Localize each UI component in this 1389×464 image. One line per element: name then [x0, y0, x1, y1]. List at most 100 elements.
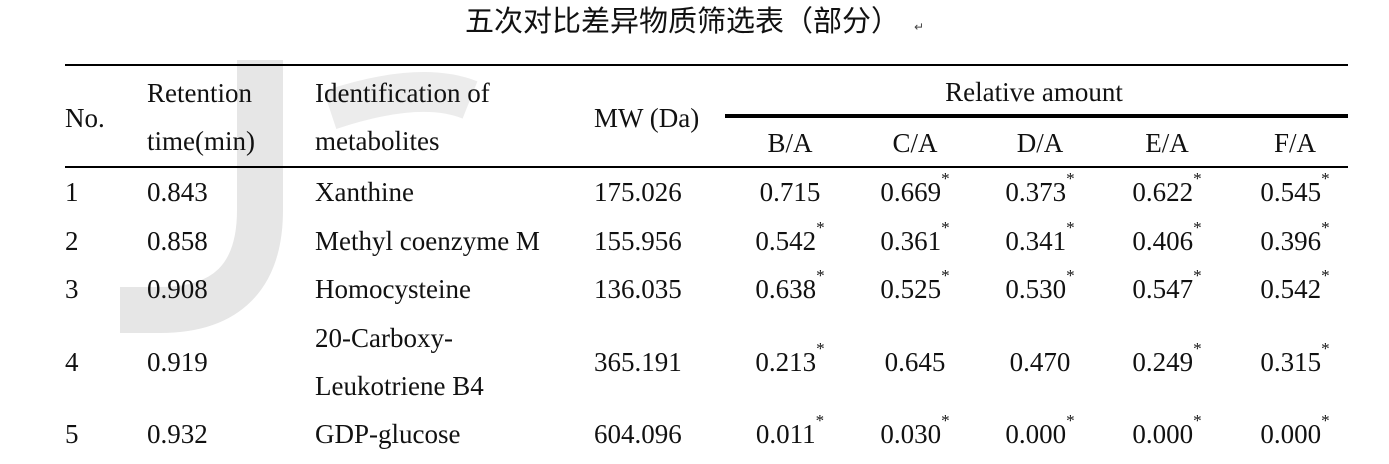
ratio-value: 0.542 [755, 226, 817, 256]
ratio-value: 0.406 [1132, 226, 1194, 256]
significance-mark: * [1193, 339, 1202, 358]
ratio-value: 0.470 [1009, 347, 1071, 377]
header-retention: Retention [147, 78, 252, 108]
cell-name: Leukotriene B4 [315, 371, 484, 401]
ratio-value: 0.669 [880, 177, 942, 207]
significance-mark: * [1321, 266, 1330, 285]
significance-mark: * [1193, 411, 1202, 430]
paragraph-mark: ↵ [913, 20, 925, 34]
cell-ratio: 0.249* [1132, 338, 1201, 386]
cell-ratio: 0.011* [756, 410, 824, 458]
ratio-value: 0.542 [1260, 274, 1322, 304]
cell-no: 1 [65, 177, 79, 207]
cell-ratio: 0.622* [1132, 168, 1201, 216]
cell-ratio: 0.669* [880, 168, 949, 216]
header-ratio: E/A [1145, 128, 1189, 158]
cell-mw: 155.956 [594, 226, 682, 256]
header-ratio: F/A [1273, 128, 1317, 158]
significance-mark: * [1193, 266, 1202, 285]
header-mw: MW (Da) [594, 103, 700, 133]
significance-mark: * [1193, 169, 1202, 188]
cell-ratio: 0.000* [1005, 410, 1074, 458]
significance-mark: * [1066, 218, 1075, 237]
cell-ratio: 0.000* [1260, 410, 1329, 458]
significance-mark: * [816, 266, 825, 285]
cell-retention: 0.932 [147, 419, 208, 449]
cell-ratio: 0.542* [1260, 265, 1329, 313]
ratio-value: 0.396 [1260, 226, 1322, 256]
cell-ratio: 0.406* [1132, 217, 1201, 265]
cell-ratio: 0.545* [1260, 168, 1329, 216]
title-text: 五次对比差异物质筛选表（部分） [464, 4, 900, 38]
cell-name: Xanthine [315, 177, 414, 207]
significance-mark: * [941, 266, 950, 285]
significance-mark: * [941, 218, 950, 237]
cell-ratio: 0.638* [755, 265, 824, 313]
cell-no: 2 [65, 226, 79, 256]
cell-retention: 0.858 [147, 226, 208, 256]
cell-name: Methyl coenzyme M [315, 226, 540, 256]
header-relative: Relative amount [945, 77, 1123, 107]
significance-mark: * [1321, 339, 1330, 358]
cell-name: Homocysteine [315, 274, 471, 304]
ratio-value: 0.525 [880, 274, 942, 304]
ratio-value: 0.645 [884, 347, 946, 377]
significance-mark: * [1066, 411, 1075, 430]
ratio-value: 0.000 [1132, 419, 1194, 449]
cell-ratio: 0.361* [880, 217, 949, 265]
ratio-value: 0.622 [1132, 177, 1194, 207]
header-ratio: B/A [767, 128, 813, 158]
cell-ratio: 0.645 [885, 338, 946, 386]
cell-ratio: 0.000* [1132, 410, 1201, 458]
ratio-value: 0.547 [1132, 274, 1194, 304]
header-rule [65, 166, 1348, 168]
cell-ratio: 0.396* [1260, 217, 1329, 265]
cell-ratio: 0.315* [1260, 338, 1329, 386]
significance-mark: * [816, 339, 825, 358]
top-rule [65, 64, 1348, 66]
watermark [120, 60, 478, 333]
ratio-value: 0.530 [1005, 274, 1067, 304]
ratio-value: 0.011 [755, 419, 816, 449]
significance-mark: * [1321, 169, 1330, 188]
cell-ratio: 0.530* [1005, 265, 1074, 313]
cell-ratio: 0.547* [1132, 265, 1201, 313]
ratio-value: 0.341 [1005, 226, 1067, 256]
header-no: No. [65, 103, 105, 133]
cell-mw: 604.096 [594, 419, 682, 449]
cell-ratio: 0.542* [755, 217, 824, 265]
significance-mark: * [1321, 218, 1330, 237]
cell-ratio: 0.525* [880, 265, 949, 313]
significance-mark: * [941, 411, 950, 430]
ratio-value: 0.030 [880, 419, 942, 449]
cell-name: 20-Carboxy- [315, 323, 453, 353]
cell-ratio: 0.341* [1005, 217, 1074, 265]
significance-mark: * [1066, 266, 1075, 285]
cell-ratio: 0.373* [1005, 168, 1074, 216]
ratio-value: 0.000 [1005, 419, 1067, 449]
significance-mark: * [1321, 411, 1330, 430]
cell-retention: 0.908 [147, 274, 208, 304]
cell-no: 5 [65, 419, 79, 449]
significance-mark: * [815, 411, 825, 430]
title: 五次对比差异物质筛选表（部分） ↵ [0, 0, 1389, 48]
ratio-value: 0.315 [1260, 347, 1322, 377]
cell-ratio: 0.213* [755, 338, 824, 386]
header-ratio: D/A [1016, 128, 1064, 158]
cell-mw: 175.026 [594, 177, 682, 207]
cell-ratio: 0.030* [880, 410, 949, 458]
header-retention: time(min) [147, 126, 255, 156]
ratio-value: 0.638 [755, 274, 817, 304]
group-rule [725, 114, 1348, 118]
significance-mark: * [941, 169, 950, 188]
header-ratio: C/A [892, 128, 938, 158]
ratio-value: 0.000 [1260, 419, 1322, 449]
significance-mark: * [1193, 218, 1202, 237]
ratio-value: 0.213 [755, 347, 817, 377]
cell-retention: 0.843 [147, 177, 208, 207]
ratio-value: 0.715 [759, 177, 821, 207]
cell-no: 4 [65, 347, 79, 377]
significance-mark: * [816, 218, 825, 237]
ratio-value: 0.249 [1132, 347, 1194, 377]
header-identification: Identification of [315, 78, 490, 108]
